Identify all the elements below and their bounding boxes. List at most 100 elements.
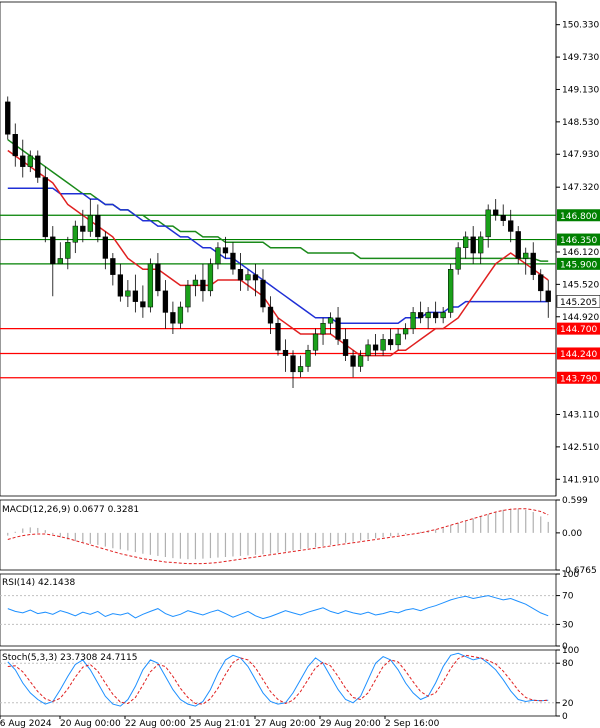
current-price-label: 145.205 (560, 298, 597, 308)
candle-bear (252, 274, 259, 281)
stoch-tick-label: 0 (562, 712, 568, 722)
candle-bear (155, 263, 161, 292)
time-tick-label: 2 Sep 16:00 (385, 719, 440, 728)
rsi-line (7, 595, 549, 620)
candle-bull (207, 263, 214, 292)
candle-bull (57, 258, 63, 265)
price-tick-label: 146.120 (562, 248, 599, 258)
price-plot-area (0, 1, 557, 497)
rsi-label: RSI(14) 42.1438 (2, 578, 75, 588)
time-tick-label: 29 Aug 20:00 (320, 719, 381, 728)
candle-bear (260, 279, 266, 308)
rsi-plot-area (0, 573, 557, 647)
candle-bear (80, 225, 86, 232)
candle-bear (110, 258, 116, 275)
candle-bear (200, 279, 206, 292)
rsi-tick-label: 100 (562, 570, 579, 580)
time-tick-label: 20 Aug 00:00 (60, 719, 121, 728)
stoch-plot-area (0, 649, 557, 717)
stoch-label: Stoch(5,3,3) 23.7308 24.7115 (2, 653, 137, 663)
time-tick-label: 26 Aug 2024 (0, 719, 52, 728)
candle-bull (448, 268, 454, 313)
candle-bull (177, 306, 184, 324)
macd-panel: 0.599 0.00 -0.6765 (0, 496, 597, 576)
price-tick-label: 144.920 (562, 313, 599, 323)
stoch-tick-label: 20 (562, 699, 574, 709)
level-label: 144.700 (560, 325, 597, 335)
macd-label: MACD(12,26,9) 0.0677 0.3281 (2, 505, 139, 515)
price-panel: 150.330 149.730 149.130 148.530 147.930 147.3… (0, 1, 600, 497)
level-label: 144.240 (560, 350, 597, 360)
candle-bear (35, 155, 41, 178)
candle-bear (20, 155, 26, 167)
price-tick-label: 143.110 (562, 410, 599, 420)
candle-bear (335, 317, 341, 340)
macd-tick-label: 0.599 (562, 496, 588, 506)
candle-bull (455, 247, 461, 270)
candle-bull (297, 366, 304, 373)
macd-tick-label: -0.6765 (562, 566, 597, 576)
time-tick-label: 25 Aug 21:01 (190, 719, 251, 728)
candle-bear (530, 252, 536, 275)
candle-bull (27, 155, 33, 167)
candle-bear (140, 301, 146, 308)
stoch-tick-label: 100 (562, 646, 579, 656)
rsi-panel: 100 70 30 0 (0, 570, 579, 652)
candle-bull (402, 328, 409, 335)
time-tick-label: 22 Aug 00:00 (125, 719, 186, 728)
candle-bear (50, 236, 56, 265)
candle-bull (440, 312, 446, 319)
price-tick-label: 150.330 (562, 21, 599, 31)
candle-bull (327, 317, 334, 324)
price-tick-label: 149.130 (562, 85, 599, 95)
candle-bear (372, 344, 379, 351)
price-tick-label: 148.530 (562, 118, 599, 128)
candle-bull (185, 285, 191, 308)
candle-bull (215, 247, 221, 265)
candle-bear (538, 274, 544, 292)
candle-bull (147, 263, 154, 308)
level-label-box (557, 322, 600, 335)
rsi-tick-label: 0 (562, 642, 568, 652)
candle-bull (395, 333, 401, 346)
candle-bear (342, 339, 349, 356)
price-tick-label: 145.520 (562, 280, 599, 290)
level-label-box (557, 233, 600, 246)
candle-bear (470, 236, 476, 254)
candle-bear (222, 247, 229, 254)
level-label: 146.350 (560, 236, 597, 246)
price-tick-label: 147.320 (562, 183, 599, 193)
candle-bull (320, 322, 326, 335)
candle-bear (282, 349, 289, 356)
rsi-tick-label: 30 (562, 620, 574, 630)
candle-bull (410, 312, 416, 329)
price-tick-label: 147.930 (562, 150, 599, 160)
candle-bear (290, 355, 296, 373)
candle-bear (508, 220, 514, 232)
current-price-box (556, 295, 600, 308)
candle-bear (417, 312, 424, 319)
candle-bear (275, 322, 281, 351)
candle-bear (95, 215, 101, 238)
candle-bear (500, 215, 506, 221)
level-label: 146.800 (560, 212, 597, 222)
candle-bear (162, 290, 169, 313)
candle-bear (117, 274, 124, 297)
stoch-panel: 100 80 20 0 (0, 646, 579, 722)
level-label-box (557, 371, 600, 384)
candle-bear (102, 236, 108, 259)
time-tick-label: 27 Aug 20:00 (255, 719, 316, 728)
candle-bear (515, 231, 521, 259)
level-label: 145.900 (560, 260, 597, 270)
candle-bull (65, 242, 71, 259)
candle-bear (5, 101, 11, 135)
macd-signal-line (7, 508, 549, 565)
candle-bear (132, 290, 139, 302)
candle-bear (170, 312, 176, 324)
level-label-box (557, 209, 600, 222)
candle-bull (72, 225, 78, 243)
stoch-tick-label: 80 (562, 659, 574, 669)
candle-bear (387, 339, 394, 346)
level-label-box (557, 347, 600, 360)
